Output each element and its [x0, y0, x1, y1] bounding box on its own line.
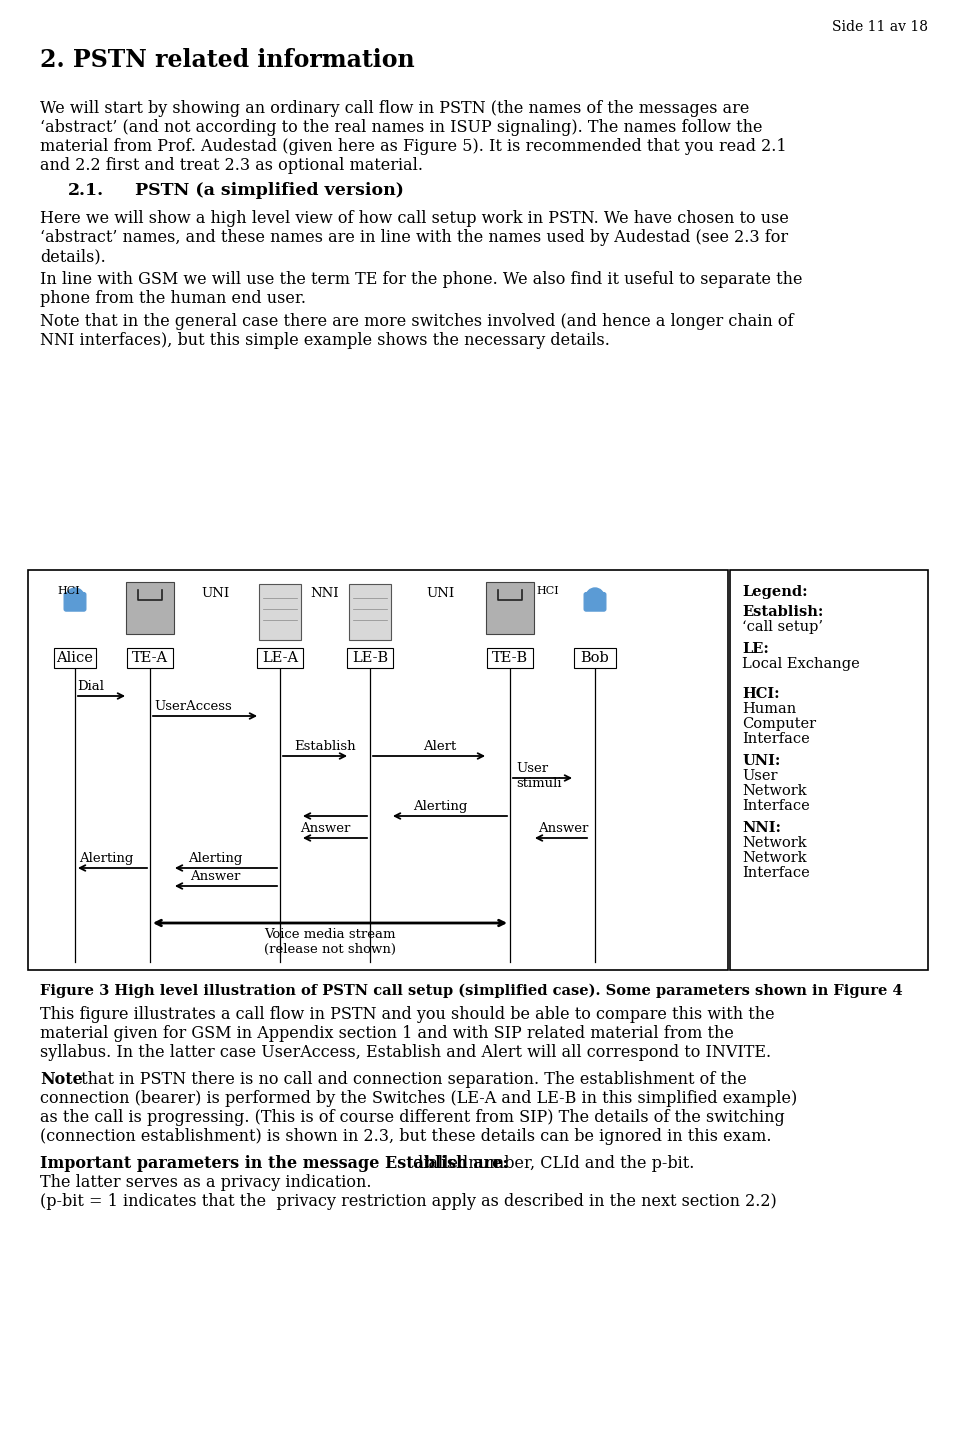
- Text: User: User: [742, 769, 778, 783]
- Text: phone from the human end user.: phone from the human end user.: [40, 290, 306, 307]
- Text: NNI: NNI: [311, 587, 339, 600]
- Bar: [349, 584, 391, 641]
- Text: NNI:: NNI:: [742, 821, 781, 834]
- Text: details).: details).: [40, 248, 106, 265]
- Text: 2. PSTN related information: 2. PSTN related information: [40, 48, 415, 71]
- Text: HCI: HCI: [57, 585, 80, 596]
- Text: stimuli: stimuli: [516, 778, 562, 791]
- Text: Here we will show a high level view of how call setup work in PSTN. We have chos: Here we will show a high level view of h…: [40, 210, 789, 227]
- Bar: [28, 569, 728, 970]
- Text: Note that in the general case there are more switches involved (and hence a long: Note that in the general case there are …: [40, 313, 794, 331]
- Text: Answer: Answer: [190, 871, 240, 882]
- Bar: [730, 569, 928, 970]
- Text: Alert: Alert: [423, 740, 457, 753]
- Text: We will start by showing an ordinary call flow in PSTN (the names of the message: We will start by showing an ordinary cal…: [40, 100, 750, 116]
- FancyBboxPatch shape: [585, 593, 606, 612]
- Bar: [127, 648, 173, 668]
- Text: Establish: Establish: [294, 740, 356, 753]
- Text: Answer: Answer: [538, 823, 588, 834]
- Text: material given for GSM in Appendix section 1 and with SIP related material from : material given for GSM in Appendix secti…: [40, 1025, 733, 1042]
- Text: LE:: LE:: [742, 642, 769, 657]
- Text: ‘abstract’ names, and these names are in line with the names used by Audestad (s: ‘abstract’ names, and these names are in…: [40, 229, 788, 246]
- Text: Alerting: Alerting: [413, 799, 468, 812]
- Text: and 2.2 first and treat 2.3 as optional material.: and 2.2 first and treat 2.3 as optional …: [40, 157, 423, 175]
- Text: UserAccess: UserAccess: [154, 700, 231, 713]
- Text: Alerting: Alerting: [79, 852, 133, 865]
- Text: Local Exchange: Local Exchange: [742, 657, 860, 671]
- Text: UNI: UNI: [426, 587, 454, 600]
- Bar: [259, 584, 301, 641]
- Text: Bob: Bob: [581, 651, 610, 665]
- Bar: [486, 582, 534, 633]
- Circle shape: [66, 588, 84, 606]
- Text: Interface: Interface: [742, 732, 809, 745]
- Text: connection (bearer) is performed by the Switches (LE-A and LE-B in this simplifi: connection (bearer) is performed by the …: [40, 1091, 797, 1107]
- Bar: [487, 648, 533, 668]
- Text: ‘abstract’ (and not according to the real names in ISUP signaling). The names fo: ‘abstract’ (and not according to the rea…: [40, 119, 762, 135]
- Text: Alerting: Alerting: [188, 852, 242, 865]
- Text: LE-B: LE-B: [352, 651, 388, 665]
- Text: HCI: HCI: [536, 585, 559, 596]
- Text: The latter serves as a privacy indication.: The latter serves as a privacy indicatio…: [40, 1174, 372, 1191]
- Text: Note: Note: [40, 1072, 83, 1088]
- Text: Legend:: Legend:: [742, 585, 807, 598]
- Text: UNI: UNI: [201, 587, 229, 600]
- Text: HCI:: HCI:: [742, 687, 780, 700]
- Text: UNI:: UNI:: [742, 754, 780, 767]
- Text: Network: Network: [742, 783, 806, 798]
- Text: (p-bit = 1 indicates that the  privacy restriction apply as described in the nex: (p-bit = 1 indicates that the privacy re…: [40, 1192, 777, 1210]
- Text: 2.1.: 2.1.: [68, 182, 104, 199]
- Text: In line with GSM we will use the term TE for the phone. We also find it useful t: In line with GSM we will use the term TE…: [40, 271, 803, 288]
- Text: TE-A: TE-A: [132, 651, 168, 665]
- Text: Alice: Alice: [57, 651, 93, 665]
- Text: Network: Network: [742, 850, 806, 865]
- Text: TE-B: TE-B: [492, 651, 528, 665]
- Text: (connection establishment) is shown in 2.3, but these details can be ignored in : (connection establishment) is shown in 2…: [40, 1128, 772, 1144]
- Text: Computer: Computer: [742, 716, 816, 731]
- Text: Voice media stream: Voice media stream: [264, 927, 396, 941]
- Text: diallednumber, CLId and the p-bit.: diallednumber, CLId and the p-bit.: [408, 1155, 694, 1172]
- Text: LE-A: LE-A: [262, 651, 298, 665]
- Text: Interface: Interface: [742, 799, 809, 812]
- Text: Establish:: Establish:: [742, 606, 824, 619]
- Text: Human: Human: [742, 702, 796, 716]
- Text: ‘call setup’: ‘call setup’: [742, 620, 823, 633]
- Bar: [126, 582, 174, 633]
- Text: Dial: Dial: [77, 680, 104, 693]
- Text: syllabus. In the latter case UserAccess, Establish and Alert will all correspond: syllabus. In the latter case UserAccess,…: [40, 1044, 771, 1061]
- Text: Interface: Interface: [742, 866, 809, 879]
- Text: as the call is progressing. (This is of course different from SIP) The details o: as the call is progressing. (This is of …: [40, 1109, 784, 1125]
- Bar: [54, 648, 96, 668]
- Bar: [574, 648, 616, 668]
- Text: material from Prof. Audestad (given here as Figure 5). It is recommended that yo: material from Prof. Audestad (given here…: [40, 138, 786, 154]
- Bar: [257, 648, 303, 668]
- Circle shape: [586, 588, 604, 606]
- Text: NNI interfaces), but this simple example shows the necessary details.: NNI interfaces), but this simple example…: [40, 332, 610, 349]
- Text: PSTN (a simplified version): PSTN (a simplified version): [135, 182, 404, 199]
- Text: Figure 3 High level illustration of PSTN call setup (simplified case). Some para: Figure 3 High level illustration of PSTN…: [40, 984, 902, 999]
- Text: Important parameters in the message Establish are:: Important parameters in the message Esta…: [40, 1155, 509, 1172]
- Text: This figure illustrates a call flow in PSTN and you should be able to compare th: This figure illustrates a call flow in P…: [40, 1006, 775, 1024]
- FancyBboxPatch shape: [64, 593, 85, 612]
- Text: Answer: Answer: [300, 823, 350, 834]
- Text: Side 11 av 18: Side 11 av 18: [832, 20, 928, 33]
- Text: that in PSTN there is no call and connection separation. The establishment of th: that in PSTN there is no call and connec…: [76, 1072, 747, 1088]
- Text: Network: Network: [742, 836, 806, 850]
- Text: User: User: [516, 761, 548, 775]
- Text: (release not shown): (release not shown): [264, 943, 396, 957]
- Bar: [347, 648, 393, 668]
